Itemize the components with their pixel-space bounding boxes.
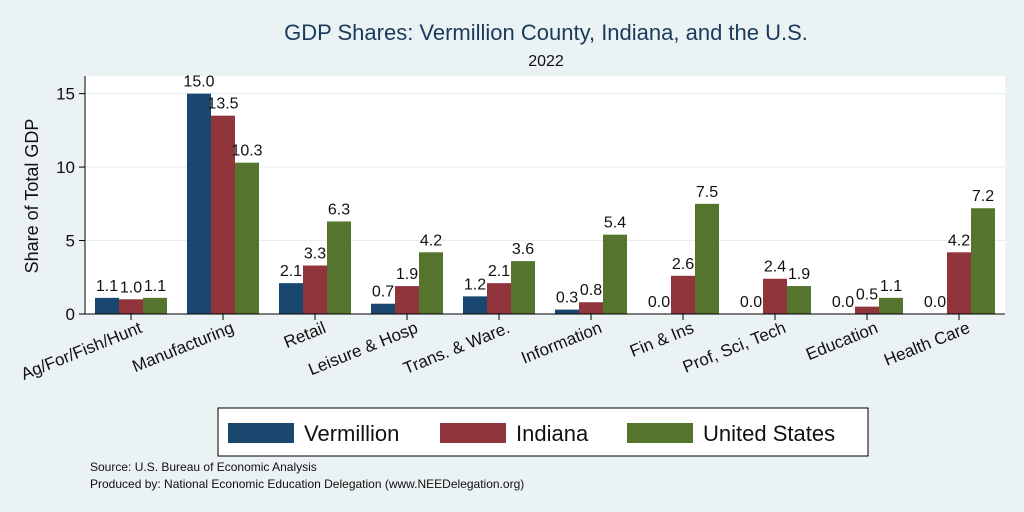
bar (119, 299, 143, 314)
bar (695, 203, 719, 314)
x-tick-label: Information (519, 318, 605, 367)
y-axis: 0 5 10 15 (56, 76, 86, 324)
data-label: 5.4 (604, 215, 626, 232)
x-tick-label: Prof, Sci, Tech (680, 318, 788, 377)
data-label: 3.6 (512, 241, 534, 258)
x-tick-label: Trans. & Ware. (401, 318, 513, 378)
data-label: 2.6 (672, 256, 694, 273)
data-label: 1.9 (396, 266, 418, 283)
data-label: 2.1 (488, 263, 510, 280)
bars (95, 93, 995, 315)
bar (419, 252, 443, 314)
bar (787, 286, 811, 314)
legend-label: United States (703, 421, 835, 446)
x-tick-label: Ag/For/Fish/Hunt (18, 318, 145, 384)
y-tick-label: 15 (56, 85, 75, 104)
y-tick-label: 5 (66, 232, 75, 251)
y-tick-label: 0 (66, 305, 75, 324)
bar (303, 265, 327, 314)
bar (235, 162, 259, 314)
data-label: 1.9 (788, 266, 810, 283)
data-labels: 1.1 1.0 1.115.013.510.32.13.36.30.71.94.21… (96, 74, 994, 311)
legend-swatch (440, 423, 506, 443)
data-label: 10.3 (231, 143, 262, 160)
data-label: 0.0 (924, 294, 946, 311)
bar (763, 278, 787, 314)
bar (855, 306, 879, 314)
bar (143, 297, 167, 314)
bar (555, 309, 579, 314)
data-label: 2.1 (280, 263, 302, 280)
legend-label: Vermillion (304, 421, 399, 446)
bar (671, 275, 695, 314)
data-label: 0.0 (832, 294, 854, 311)
data-label: 15.0 (183, 74, 214, 91)
bar (327, 221, 351, 314)
data-label: 0.5 (856, 287, 878, 304)
bar (371, 303, 395, 314)
data-label: 1.1 (880, 278, 902, 295)
data-label: 7.5 (696, 184, 718, 201)
source-note: Source: U.S. Bureau of Economic Analysis (90, 460, 317, 474)
bar (463, 296, 487, 314)
x-tick-label: Health Care (881, 318, 972, 370)
data-label: 1.2 (464, 276, 486, 293)
chart-subtitle: 2022 (528, 53, 564, 70)
x-tick-label: Retail (281, 318, 328, 352)
produced-by-note: Produced by: National Economic Education… (90, 477, 524, 491)
x-tick-label: Fin & Ins (627, 318, 696, 361)
data-label: 4.2 (948, 232, 970, 249)
chart-title: GDP Shares: Vermillion County, Indiana, … (284, 20, 808, 45)
data-label: 0.0 (740, 294, 762, 311)
data-label: 3.3 (304, 246, 326, 263)
legend: Vermillion Indiana United States (217, 407, 869, 457)
data-label: 6.3 (328, 201, 350, 218)
legend-label: Indiana (516, 421, 589, 446)
bar (579, 302, 603, 314)
data-label: 0.8 (580, 282, 602, 299)
bar (95, 297, 119, 314)
bar (487, 283, 511, 314)
bar (187, 93, 211, 314)
bar (603, 234, 627, 314)
bar (971, 208, 995, 314)
data-label: 0.0 (648, 294, 670, 311)
bar (511, 261, 535, 314)
y-axis-label: Share of Total GDP (22, 119, 42, 274)
data-label: 0.7 (372, 284, 394, 301)
data-label: 1.0 (120, 279, 142, 296)
x-tick-label: Education (803, 318, 880, 364)
bar (947, 252, 971, 314)
bar (395, 286, 419, 314)
y-tick-label: 10 (56, 158, 75, 177)
legend-swatch (627, 423, 693, 443)
bar (879, 297, 903, 314)
data-label: 1.1 (144, 278, 166, 295)
data-label: 7.2 (972, 188, 994, 205)
data-label: 4.2 (420, 232, 442, 249)
legend-box (217, 407, 869, 457)
bar (211, 115, 235, 315)
legend-swatch (228, 423, 294, 443)
bar (279, 283, 303, 314)
data-label: 13.5 (207, 96, 238, 113)
data-label: 0.3 (556, 290, 578, 307)
data-label: 1.1 (96, 278, 118, 295)
data-label: 2.4 (764, 259, 786, 276)
x-tick-label: Manufacturing (129, 318, 236, 376)
